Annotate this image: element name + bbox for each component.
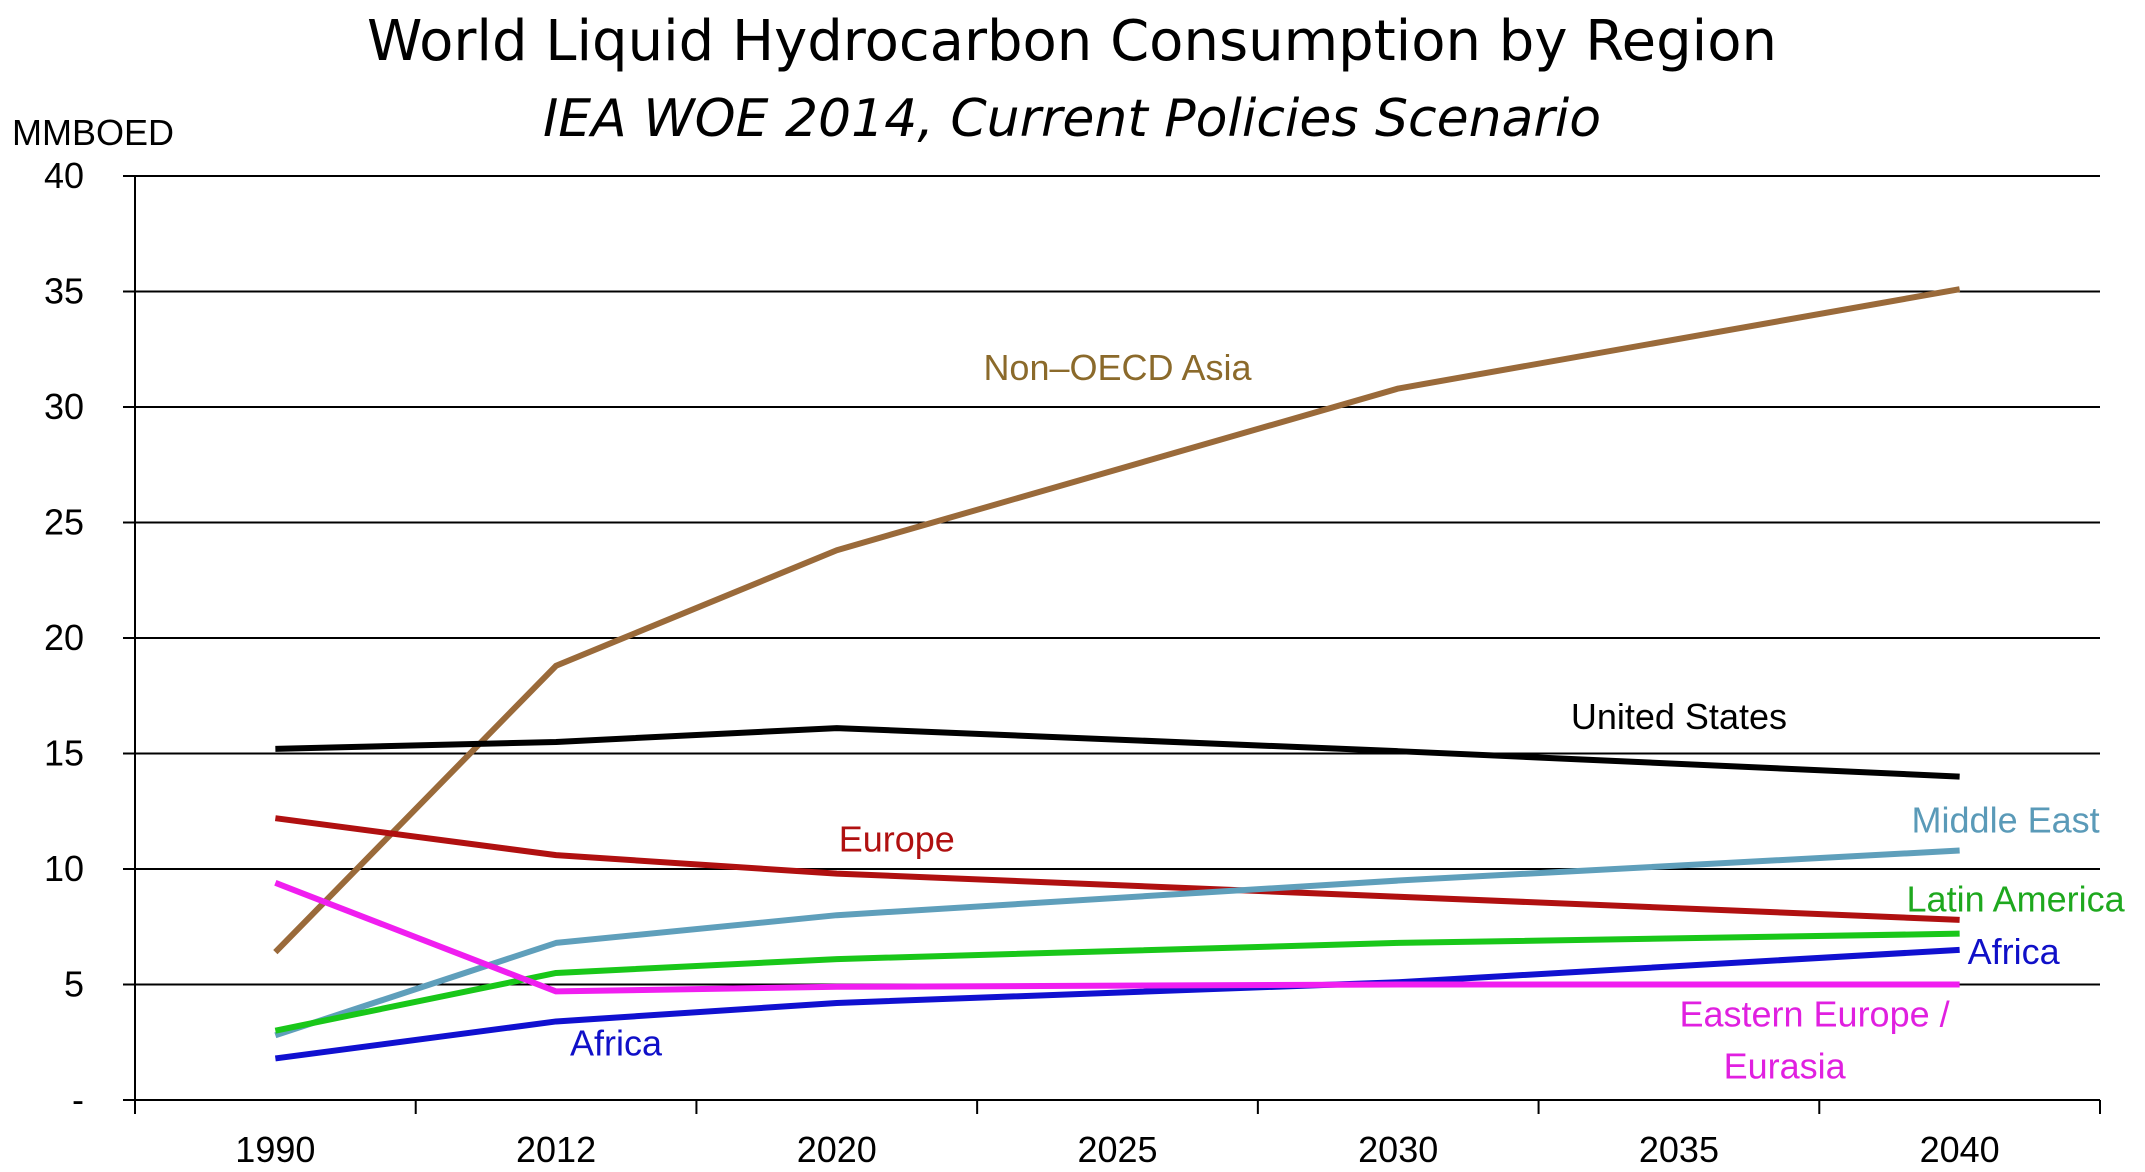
- series-label: Europe: [839, 819, 955, 860]
- y-tick-label: 15: [44, 733, 84, 774]
- x-tick-label: 1990: [235, 1129, 315, 1170]
- series-line-2: [274, 815, 1960, 923]
- y-tick-label: 40: [44, 155, 84, 196]
- series-lines: [273, 286, 1961, 1062]
- series-line-0: [273, 286, 1961, 955]
- y-tick-label: 10: [44, 848, 84, 889]
- y-tick-label: 5: [64, 964, 84, 1005]
- series-line-3: [274, 847, 1960, 1039]
- x-tick-label: 2035: [1639, 1129, 1719, 1170]
- series-label: Africa: [570, 1022, 663, 1063]
- series-label: Middle East: [1912, 800, 2100, 841]
- series-label: Eastern Europe /: [1679, 994, 1949, 1035]
- series-line-4: [274, 930, 1960, 1034]
- series-label: Latin America: [1907, 879, 2126, 920]
- x-tick-label: 2012: [516, 1129, 596, 1170]
- y-tick-label: 20: [44, 617, 84, 658]
- x-tick-label: 2025: [1077, 1129, 1157, 1170]
- x-tick-label: 2020: [797, 1129, 877, 1170]
- y-axis-label: MMBOED: [12, 112, 174, 153]
- series-label: Eurasia: [1724, 1046, 1847, 1087]
- series-label: United States: [1571, 696, 1787, 737]
- series-line-5: [274, 946, 1960, 1062]
- x-tick-label: 2040: [1920, 1129, 2000, 1170]
- y-tick-label: 30: [44, 386, 84, 427]
- series-label: Africa: [1968, 931, 2061, 972]
- chart-title: World Liquid Hydrocarbon Consumption by …: [367, 9, 1777, 74]
- y-tick-label: 35: [44, 271, 84, 312]
- series-line-6: [274, 880, 1960, 995]
- gridlines: [135, 175, 2100, 986]
- series-label: Non–OECD Asia: [983, 347, 1252, 388]
- y-tick-label: 25: [44, 502, 84, 543]
- chart-subtitle: IEA WOE 2014, Current Policies Scenario: [543, 89, 1601, 149]
- series-labels: Non–OECD Asia United States Europe Middle E…: [570, 347, 2126, 1086]
- y-tick-label: -: [72, 1079, 84, 1120]
- x-tick-label: 2030: [1358, 1129, 1438, 1170]
- series-line-1: [275, 725, 1960, 780]
